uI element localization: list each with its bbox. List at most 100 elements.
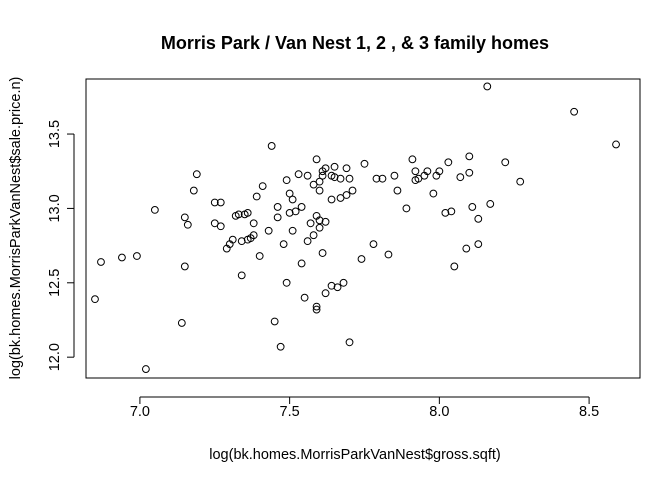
data-point: [282, 176, 291, 185]
data-point: [345, 338, 354, 347]
data-point: [357, 255, 366, 263]
data-point: [465, 168, 474, 177]
data-point: [285, 208, 294, 217]
data-point: [312, 302, 321, 311]
data-point: [450, 262, 459, 271]
data-point: [342, 191, 351, 199]
data-point: [429, 189, 438, 198]
data-point: [327, 195, 336, 204]
data-point: [447, 207, 456, 216]
data-point: [315, 223, 324, 232]
data-point: [282, 278, 291, 287]
data-point: [306, 219, 315, 228]
data-point: [444, 158, 453, 167]
data-point: [180, 213, 189, 222]
data-point: [369, 240, 378, 249]
data-point: [474, 214, 483, 223]
data-point: [309, 231, 318, 240]
data-point: [234, 210, 243, 219]
data-point: [315, 216, 324, 225]
y-tick-label: 13.0: [47, 194, 63, 222]
data-point: [189, 186, 198, 195]
y-tick-label: 13.5: [47, 120, 63, 148]
y-axis: 12.0 12.5 13.0 13.5: [47, 120, 75, 371]
y-axis-label: log(bk.homes.MorrisParkVanNest$sale.pric…: [8, 77, 24, 380]
data-point: [258, 182, 267, 191]
data-point: [249, 219, 258, 228]
data-point: [297, 203, 306, 211]
data-point: [273, 203, 282, 211]
data-point: [321, 217, 330, 226]
data-point: [210, 219, 219, 228]
data-point: [378, 174, 387, 183]
data-point: [133, 252, 141, 260]
data-point: [483, 82, 492, 91]
data-point: [237, 237, 246, 246]
data-point: [612, 140, 620, 149]
x-tick-label: 8.5: [579, 404, 599, 420]
data-point: [441, 208, 450, 217]
data-point: [297, 259, 306, 268]
data-point: [330, 173, 339, 182]
data-point: [435, 167, 444, 176]
data-point: [333, 283, 342, 292]
data-point: [462, 244, 471, 253]
data-point: [97, 258, 105, 266]
data-point: [312, 155, 321, 164]
data-point: [252, 192, 261, 201]
data-point: [237, 271, 246, 280]
data-point: [474, 240, 483, 249]
data-point: [264, 226, 273, 235]
data-point: [414, 174, 423, 183]
data-point: [465, 152, 474, 161]
data-point: [303, 171, 312, 180]
data-point: [390, 171, 399, 180]
data-point: [279, 240, 288, 249]
data-point: [318, 171, 327, 180]
data-point: [303, 237, 312, 246]
data-point: [216, 222, 225, 231]
y-tick-label: 12.5: [47, 269, 63, 297]
data-point: [243, 208, 252, 217]
data-point: [183, 220, 192, 229]
data-point: [228, 235, 237, 244]
data-point: [273, 213, 282, 222]
data-point: [309, 180, 318, 189]
data-point: [339, 278, 348, 287]
data-point: [315, 177, 324, 186]
plot-frame: [85, 78, 641, 379]
data-point: [294, 170, 303, 179]
data-point: [336, 174, 345, 183]
data-point: [501, 158, 510, 167]
data-point: [288, 226, 297, 235]
x-axis: 7.0 7.5 8.0 8.5: [130, 396, 599, 420]
data-point: [468, 203, 477, 211]
data-point: [249, 231, 258, 240]
data-point: [192, 170, 201, 179]
data-point: [456, 173, 465, 182]
data-point: [315, 186, 324, 195]
data-point: [411, 167, 420, 176]
data-point: [321, 164, 330, 173]
data-point: [318, 249, 327, 257]
data-point: [327, 281, 336, 290]
x-tick-label: 8.0: [429, 404, 449, 420]
data-point: [342, 164, 351, 173]
data-point: [91, 295, 99, 304]
data-point: [516, 177, 525, 186]
data-point: [321, 289, 330, 298]
data-point: [423, 167, 432, 176]
data-point: [118, 253, 126, 262]
data-point: [570, 107, 579, 116]
data-point: [300, 293, 309, 302]
data-point: [360, 159, 369, 168]
x-tick-label: 7.0: [130, 404, 150, 420]
chart-title: Morris Park / Van Nest 1, 2 , & 3 family…: [161, 33, 549, 53]
data-point: [345, 174, 354, 183]
data-point: [393, 186, 402, 195]
data-point: [180, 262, 189, 271]
data-point: [408, 155, 417, 164]
data-point: [312, 305, 321, 314]
data-point: [276, 342, 285, 351]
